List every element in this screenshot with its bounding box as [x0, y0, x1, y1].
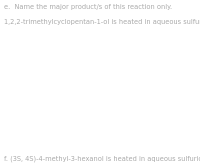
Text: e.  Name the major product/s of this reaction only.: e. Name the major product/s of this reac… [4, 4, 172, 10]
Text: 1,2,2-trimethylcyclopentan-1-ol is heated in aqueous sulfuric acid: 1,2,2-trimethylcyclopentan-1-ol is heate… [4, 19, 200, 25]
Text: f. (3S, 4S)-4-methyl-3-hexanol is heated in aqueous sulfuric acid: f. (3S, 4S)-4-methyl-3-hexanol is heated… [4, 156, 200, 162]
